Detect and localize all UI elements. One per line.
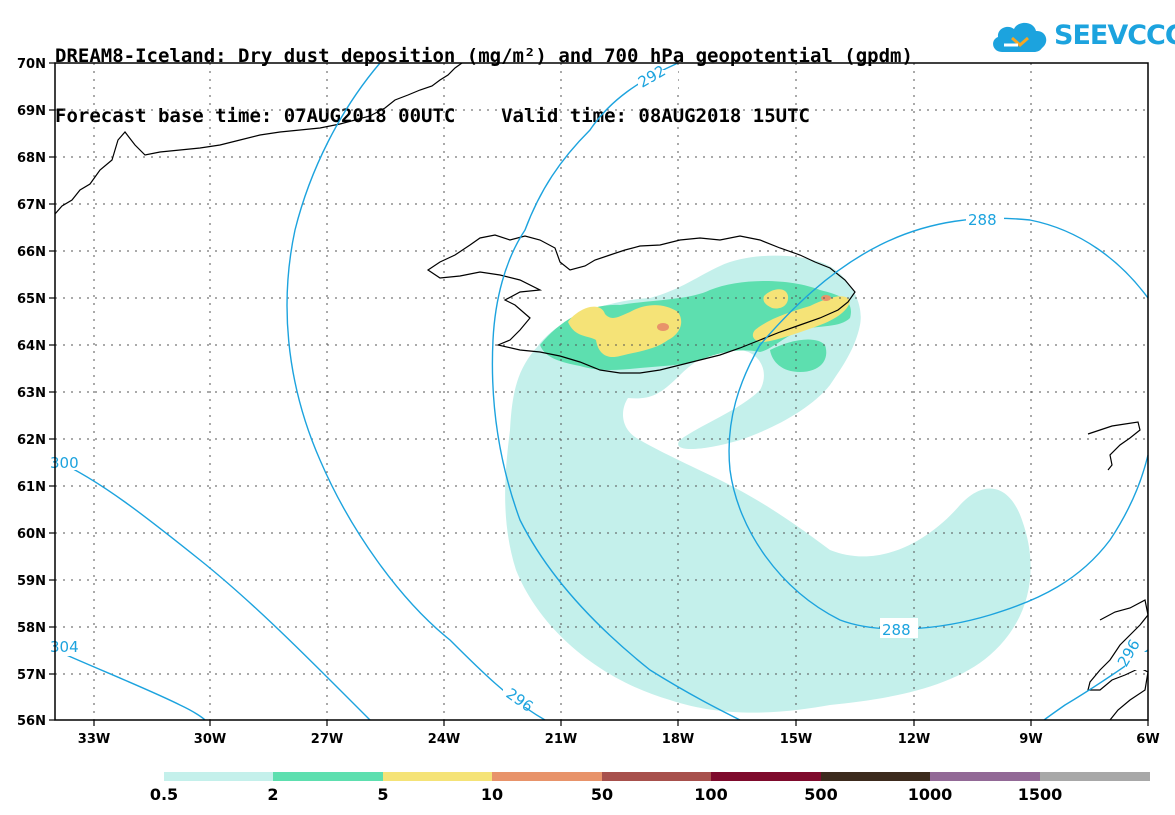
iceland-coast xyxy=(426,234,856,374)
lat-label-64n: 64N xyxy=(17,339,46,354)
dust-level-2-b xyxy=(770,339,827,372)
colorbar-label-500: 500 xyxy=(804,785,838,804)
map-title: DREAM8-Iceland: Dry dust deposition (mg/… xyxy=(55,6,913,146)
latitude-labels: 70N 69N 68N 67N 66N 65N 64N 63N 62N 61N … xyxy=(17,57,46,729)
lon-label-9w: 9W xyxy=(1019,732,1042,747)
tick-marks xyxy=(49,62,1149,726)
contour-label-300: 300 xyxy=(50,454,79,472)
colorbar-label-1500: 1500 xyxy=(1017,785,1063,804)
faroe-coast xyxy=(1087,421,1141,471)
contour-label-288-bottom: 288 xyxy=(882,621,911,639)
lat-label-63n: 63N xyxy=(17,386,46,401)
colorbar-label-0-5: 0.5 xyxy=(149,785,179,804)
lat-label-69n: 69N xyxy=(17,104,46,119)
lon-label-15w: 15W xyxy=(780,732,812,747)
lat-label-70n: 70N xyxy=(17,57,46,72)
colorbar-segment-6 xyxy=(711,772,821,781)
seevccc-logo: SEEVCCC xyxy=(988,18,1175,60)
colorbar-segment-2 xyxy=(273,772,383,781)
colorbar-label-50: 50 xyxy=(590,785,614,804)
colorbar-segment-1 xyxy=(164,772,274,781)
dust-level-5 xyxy=(568,305,682,358)
lat-label-58n: 58N xyxy=(17,621,46,636)
lon-label-12w: 12W xyxy=(898,732,930,747)
lon-label-6w: 6W xyxy=(1136,732,1159,747)
title-line-1: DREAM8-Iceland: Dry dust deposition (mg/… xyxy=(55,45,913,67)
lat-label-59n: 59N xyxy=(17,574,46,589)
contour-label-304: 304 xyxy=(50,638,79,656)
colorbar-label-10: 10 xyxy=(480,785,504,804)
lon-label-27w: 27W xyxy=(311,732,343,747)
dust-level-5-b xyxy=(763,289,789,309)
colorbar-segment-5 xyxy=(602,772,712,781)
logo-text: SEEVCCC xyxy=(1054,20,1175,51)
greenland-coast xyxy=(54,62,463,215)
lon-label-18w: 18W xyxy=(662,732,694,747)
colorbar-label-100: 100 xyxy=(694,785,728,804)
colorbar-segment-7 xyxy=(821,772,931,781)
coastlines xyxy=(54,62,1149,721)
contour-300 xyxy=(54,459,371,721)
colorbar-label-5: 5 xyxy=(377,785,389,804)
lat-label-61n: 61N xyxy=(17,480,46,495)
contour-296 xyxy=(286,62,546,721)
lat-label-68n: 68N xyxy=(17,151,46,166)
contour-292 xyxy=(491,62,741,721)
colorbar-label-2: 2 xyxy=(267,785,279,804)
title-line-2: Forecast base time: 07AUG2018 00UTC Vali… xyxy=(55,105,810,127)
colorbar-segment-8 xyxy=(930,772,1040,781)
colorbar-segment-9 xyxy=(1040,772,1150,781)
graticule xyxy=(55,63,1148,720)
contour-304 xyxy=(54,649,206,721)
lat-label-56n: 56N xyxy=(17,714,46,729)
lon-label-30w: 30W xyxy=(194,732,226,747)
dust-level-10-b xyxy=(821,295,831,301)
lon-label-24w: 24W xyxy=(428,732,460,747)
colorbar-label-1000: 1000 xyxy=(907,785,953,804)
longitude-labels: 33W 30W 27W 24W 21W 18W 15W 12W 9W 6W xyxy=(78,732,1160,747)
colorbar-segment-3 xyxy=(383,772,493,781)
lon-label-33w: 33W xyxy=(78,732,110,747)
dust-level-5-c xyxy=(752,296,850,342)
dust-level-10 xyxy=(657,323,669,331)
contour-label-288-top: 288 xyxy=(968,211,997,229)
scotland-coast xyxy=(1087,599,1149,721)
dust-level-0-5 xyxy=(505,255,1031,713)
lat-label-62n: 62N xyxy=(17,433,46,448)
lon-label-21w: 21W xyxy=(545,732,577,747)
dust-shading xyxy=(505,255,1031,713)
lat-label-57n: 57N xyxy=(17,668,46,683)
lat-label-67n: 67N xyxy=(17,198,46,213)
colorbar-segment-4 xyxy=(492,772,602,781)
lat-label-66n: 66N xyxy=(17,245,46,260)
lat-label-60n: 60N xyxy=(17,527,46,542)
cloud-icon xyxy=(993,22,1047,52)
lat-label-65n: 65N xyxy=(17,292,46,307)
